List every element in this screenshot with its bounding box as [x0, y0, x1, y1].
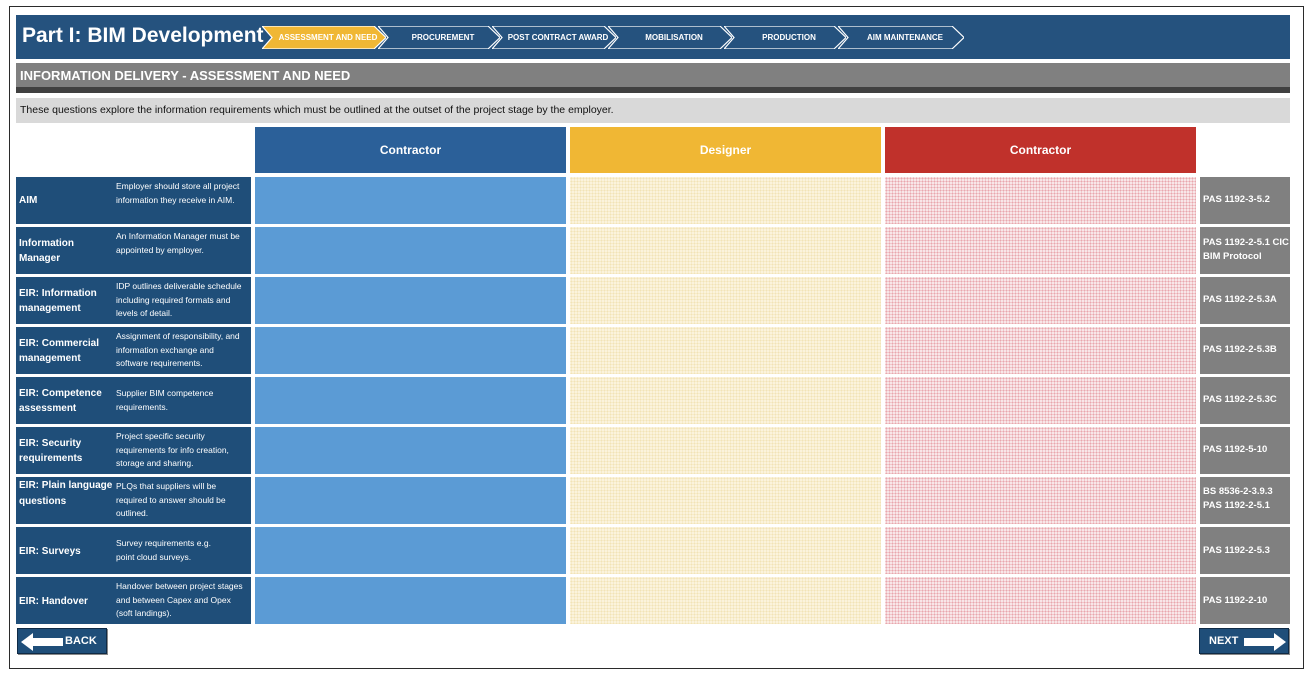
step-production[interactable]: PRODUCTION: [724, 26, 846, 49]
contractor-input-cell[interactable]: [255, 227, 566, 274]
step-procurement[interactable]: PROCUREMENT: [378, 26, 500, 49]
reference-text: PAS 1192-2-5.3A: [1203, 294, 1277, 305]
reference-text: PAS 1192-2-5.3B: [1203, 344, 1277, 355]
designer-input-cell[interactable]: [570, 227, 881, 274]
contractor-input-cell[interactable]: [255, 427, 566, 474]
contractor-2-input-cell[interactable]: [885, 277, 1196, 324]
reference-text: PAS 1192-2-10: [1203, 595, 1268, 606]
designer-input-cell[interactable]: [570, 327, 881, 374]
step-mobilisation[interactable]: MOBILISATION: [608, 26, 732, 49]
designer-input-cell[interactable]: [570, 377, 881, 424]
designer-input-cell[interactable]: [570, 277, 881, 324]
back-button[interactable]: BACK: [17, 628, 107, 654]
reference-text: BS 8536-2-3.9.3 PAS 1192-2-5.1: [1203, 486, 1273, 511]
contractor-input-cell[interactable]: [255, 327, 566, 374]
reference-cell: PAS 1192-5-10: [1200, 427, 1290, 474]
reference-text: PAS 1192-3-5.2: [1203, 194, 1270, 205]
row-name: EIR: Surveys: [19, 546, 81, 557]
row-description: Project specific security requirements f…: [116, 431, 229, 468]
section-title: INFORMATION DELIVERY - ASSESSMENT AND NE…: [20, 68, 351, 83]
arrow-right-icon: [1244, 633, 1286, 651]
contractor-input-cell[interactable]: [255, 177, 566, 224]
row-label-eir-commercial-management: EIR: Commercial management Assignment of…: [16, 327, 251, 374]
row-description: Survey requirements e.g. point cloud sur…: [116, 538, 211, 562]
row-name: EIR: Security requirements: [19, 438, 83, 464]
row-name: AIM: [19, 195, 38, 206]
back-label: BACK: [65, 635, 97, 647]
contractor-2-input-cell[interactable]: [885, 527, 1196, 574]
designer-input-cell[interactable]: [570, 527, 881, 574]
step-assessment-and-need[interactable]: ASSESSMENT AND NEED: [262, 26, 386, 49]
column-header-contractor-2: Contractor: [885, 127, 1196, 173]
reference-cell: PAS 1192-2-5.1 CIC BIM Protocol: [1200, 227, 1290, 274]
contractor-input-cell[interactable]: [255, 527, 566, 574]
row-label-eir-surveys: EIR: Surveys Survey requirements e.g. po…: [16, 527, 251, 574]
row-name: Information Manager: [19, 238, 74, 264]
contractor-2-input-cell[interactable]: [885, 227, 1196, 274]
page-title: Part I: BIM Development: [22, 24, 264, 47]
designer-input-cell[interactable]: [570, 577, 881, 624]
step-post-contract-award[interactable]: POST CONTRACT AWARD: [492, 26, 616, 49]
contractor-2-input-cell[interactable]: [885, 577, 1196, 624]
intro-banner: These questions explore the information …: [16, 98, 1290, 123]
contractor-2-input-cell[interactable]: [885, 327, 1196, 374]
row-label-eir-handover: EIR: Handover Handover between project s…: [16, 577, 251, 624]
next-button[interactable]: NEXT: [1199, 628, 1289, 654]
row-description: Employer should store all project inform…: [116, 181, 240, 205]
row-name: EIR: Information management: [19, 288, 97, 314]
row-description: Supplier BIM competence requirements.: [116, 388, 214, 412]
reference-cell: PAS 1192-2-5.3C: [1200, 377, 1290, 424]
row-label-eir-plain-language-questions: EIR: Plain language questions PLQs that …: [16, 477, 251, 524]
reference-text: PAS 1192-2-5.1 CIC BIM Protocol: [1203, 237, 1289, 262]
next-label: NEXT: [1209, 635, 1239, 647]
contractor-2-input-cell[interactable]: [885, 177, 1196, 224]
row-name: EIR: Competence assessment: [19, 388, 102, 414]
column-header-designer: Designer: [570, 127, 881, 173]
intro-text: These questions explore the information …: [20, 104, 614, 116]
progress-steps: ASSESSMENT AND NEED PROCUREMENT POST CON…: [262, 26, 982, 49]
reference-text: PAS 1192-2-5.3C: [1203, 394, 1277, 405]
reference-cell: PAS 1192-2-10: [1200, 577, 1290, 624]
contractor-input-cell[interactable]: [255, 377, 566, 424]
row-label-eir-security-requirements: EIR: Security requirements Project speci…: [16, 427, 251, 474]
contractor-2-input-cell[interactable]: [885, 377, 1196, 424]
column-header-contractor: Contractor: [255, 127, 566, 173]
reference-cell: BS 8536-2-3.9.3 PAS 1192-2-5.1: [1200, 477, 1290, 524]
row-description: IDP outlines deliverable schedule includ…: [116, 281, 242, 318]
reference-cell: PAS 1192-2-5.3: [1200, 527, 1290, 574]
contractor-input-cell[interactable]: [255, 577, 566, 624]
row-label-aim: AIM Employer should store all project in…: [16, 177, 251, 224]
step-aim-maintenance[interactable]: AIM MAINTENANCE: [838, 26, 964, 49]
contractor-input-cell[interactable]: [255, 477, 566, 524]
row-label-information-manager: Information Manager An Information Manag…: [16, 227, 251, 274]
reference-text: PAS 1192-2-5.3: [1203, 545, 1270, 556]
row-label-eir-competence-assessment: EIR: Competence assessment Supplier BIM …: [16, 377, 251, 424]
row-name: EIR: Plain language questions: [19, 480, 113, 507]
reference-cell: PAS 1192-2-5.3A: [1200, 277, 1290, 324]
reference-cell: PAS 1192-3-5.2: [1200, 177, 1290, 224]
row-name: EIR: Handover: [19, 596, 88, 607]
arrow-left-icon: [21, 633, 63, 651]
row-description: PLQs that suppliers will be required to …: [116, 481, 226, 518]
section-divider: [16, 87, 1290, 93]
designer-input-cell[interactable]: [570, 427, 881, 474]
reference-text: PAS 1192-5-10: [1203, 444, 1268, 455]
row-description: An Information Manager must be appointed…: [116, 231, 240, 255]
reference-cell: PAS 1192-2-5.3B: [1200, 327, 1290, 374]
contractor-2-input-cell[interactable]: [885, 477, 1196, 524]
section-title-bar: INFORMATION DELIVERY - ASSESSMENT AND NE…: [16, 63, 1290, 87]
row-description: Handover between project stages and betw…: [116, 581, 243, 618]
contractor-2-input-cell[interactable]: [885, 427, 1196, 474]
row-name: EIR: Commercial management: [19, 338, 100, 364]
designer-input-cell[interactable]: [570, 177, 881, 224]
contractor-input-cell[interactable]: [255, 277, 566, 324]
row-label-eir-information-management: EIR: Information management IDP outlines…: [16, 277, 251, 324]
row-description: Assignment of responsibility, and inform…: [116, 331, 240, 368]
designer-input-cell[interactable]: [570, 477, 881, 524]
